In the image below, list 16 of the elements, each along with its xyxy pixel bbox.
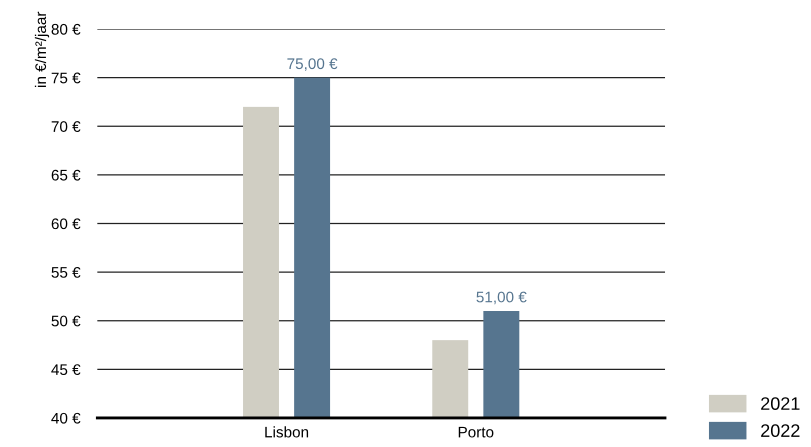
y-tick-label: 45 € <box>51 364 80 376</box>
y-tick-label: 40 € <box>51 412 80 424</box>
x-tick-label: Lisbon <box>265 426 308 438</box>
y-tick-label: 65 € <box>52 170 80 181</box>
x-tick-label: Porto <box>458 426 494 438</box>
y-tick-label: 60 € <box>52 218 80 230</box>
data-label: 51,00 € <box>476 292 527 304</box>
y-tick-label: 50 € <box>52 316 80 326</box>
y-tick-label: 55 € <box>52 266 80 278</box>
data-label: 75,00 € <box>287 58 338 71</box>
y-tick-label: 75 € <box>52 72 80 84</box>
y-tick-label: 70 € <box>52 121 80 132</box>
y-tick-label: 80 € <box>52 24 80 35</box>
legend-label: 2021 <box>761 397 800 410</box>
y-axis-title: in €/m²/jaar <box>34 12 50 87</box>
legend-label: 2022 <box>761 424 800 438</box>
